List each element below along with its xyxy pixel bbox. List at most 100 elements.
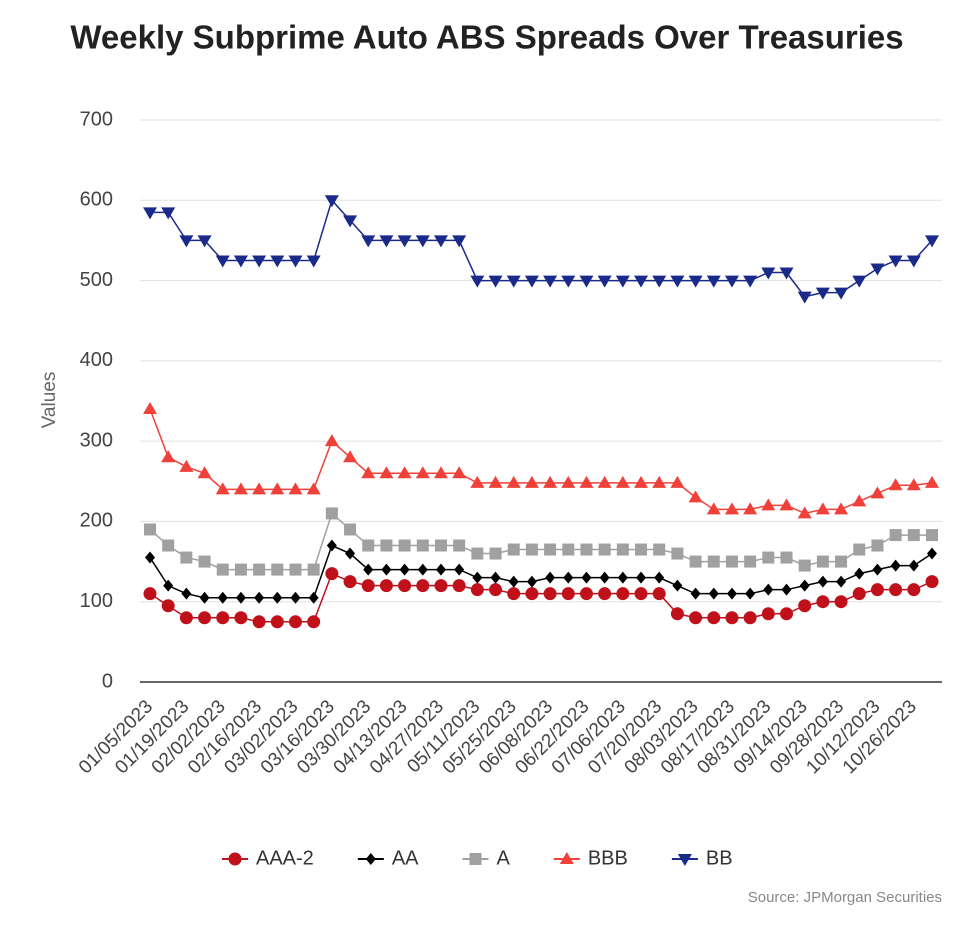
- y-tick-label: 200: [80, 510, 113, 532]
- marker: [925, 475, 939, 488]
- marker: [145, 551, 155, 564]
- marker: [688, 275, 703, 288]
- marker: [234, 611, 248, 625]
- marker: [489, 547, 502, 560]
- marker: [507, 543, 520, 556]
- marker: [161, 450, 176, 463]
- marker: [689, 611, 703, 625]
- marker: [181, 587, 192, 600]
- marker: [398, 539, 411, 552]
- marker: [854, 567, 865, 580]
- marker: [725, 555, 738, 568]
- y-tick-label: 400: [80, 349, 113, 371]
- marker: [926, 529, 938, 542]
- marker: [634, 587, 648, 601]
- marker: [706, 275, 721, 288]
- marker: [379, 235, 394, 248]
- marker: [306, 482, 321, 495]
- marker: [799, 579, 810, 592]
- marker: [779, 498, 794, 511]
- marker: [179, 235, 194, 248]
- series: [144, 507, 938, 576]
- marker: [180, 551, 193, 564]
- marker: [543, 275, 558, 288]
- marker: [489, 583, 503, 597]
- marker: [381, 563, 392, 576]
- marker: [433, 466, 448, 479]
- marker: [835, 555, 848, 568]
- marker: [272, 591, 283, 604]
- marker: [761, 267, 776, 280]
- marker: [235, 591, 246, 604]
- marker: [288, 615, 302, 629]
- marker: [907, 529, 920, 542]
- marker: [470, 275, 485, 288]
- marker: [654, 571, 665, 584]
- marker: [780, 551, 793, 564]
- source: Source: JPMorgan Securities: [748, 889, 942, 906]
- marker: [379, 466, 394, 479]
- marker: [906, 478, 921, 491]
- marker: [925, 575, 939, 589]
- marker: [677, 854, 692, 866]
- marker: [797, 291, 812, 304]
- marker: [543, 587, 557, 601]
- marker: [670, 275, 685, 288]
- y-tick-label: 700: [80, 108, 113, 130]
- marker: [726, 587, 737, 600]
- marker: [779, 267, 794, 280]
- marker: [615, 475, 630, 488]
- marker: [343, 450, 358, 463]
- marker: [434, 539, 447, 552]
- series-line: [149, 544, 933, 599]
- marker: [652, 475, 667, 488]
- y-tick-label: 300: [80, 429, 113, 451]
- marker: [452, 235, 467, 248]
- marker: [798, 559, 811, 572]
- marker: [724, 275, 739, 288]
- series-line: [150, 198, 933, 298]
- marker: [580, 543, 593, 556]
- legend-label: A: [497, 847, 511, 869]
- marker: [744, 555, 757, 568]
- marker: [215, 482, 230, 495]
- series: [145, 539, 937, 604]
- marker: [161, 207, 176, 220]
- chart-title: Weekly Subprime Auto ABS Spreads Over Tr…: [70, 19, 903, 56]
- marker: [834, 502, 849, 515]
- marker: [853, 543, 866, 556]
- marker: [706, 502, 721, 515]
- marker: [889, 529, 902, 542]
- marker: [852, 494, 867, 507]
- marker: [561, 275, 576, 288]
- marker: [198, 555, 211, 568]
- marker: [636, 571, 647, 584]
- marker: [888, 478, 903, 491]
- marker: [526, 575, 537, 588]
- marker: [344, 523, 357, 536]
- legend: AAA-2 AA A BBB BB: [222, 847, 733, 869]
- marker: [834, 287, 849, 300]
- marker: [217, 591, 228, 604]
- marker: [852, 587, 866, 601]
- marker: [197, 466, 212, 479]
- legend-label: BB: [706, 847, 733, 869]
- marker: [363, 563, 374, 576]
- marker: [454, 563, 465, 576]
- marker: [870, 583, 884, 597]
- marker: [579, 275, 594, 288]
- marker: [724, 502, 739, 515]
- marker: [579, 475, 594, 488]
- marker: [216, 611, 230, 625]
- marker: [270, 615, 284, 629]
- marker: [270, 482, 285, 495]
- marker: [836, 575, 847, 588]
- marker: [228, 852, 242, 866]
- marker: [634, 275, 649, 288]
- marker: [507, 587, 521, 601]
- marker: [162, 539, 175, 552]
- marker: [743, 502, 758, 515]
- marker: [361, 579, 375, 593]
- marker: [762, 551, 775, 564]
- marker: [253, 563, 266, 576]
